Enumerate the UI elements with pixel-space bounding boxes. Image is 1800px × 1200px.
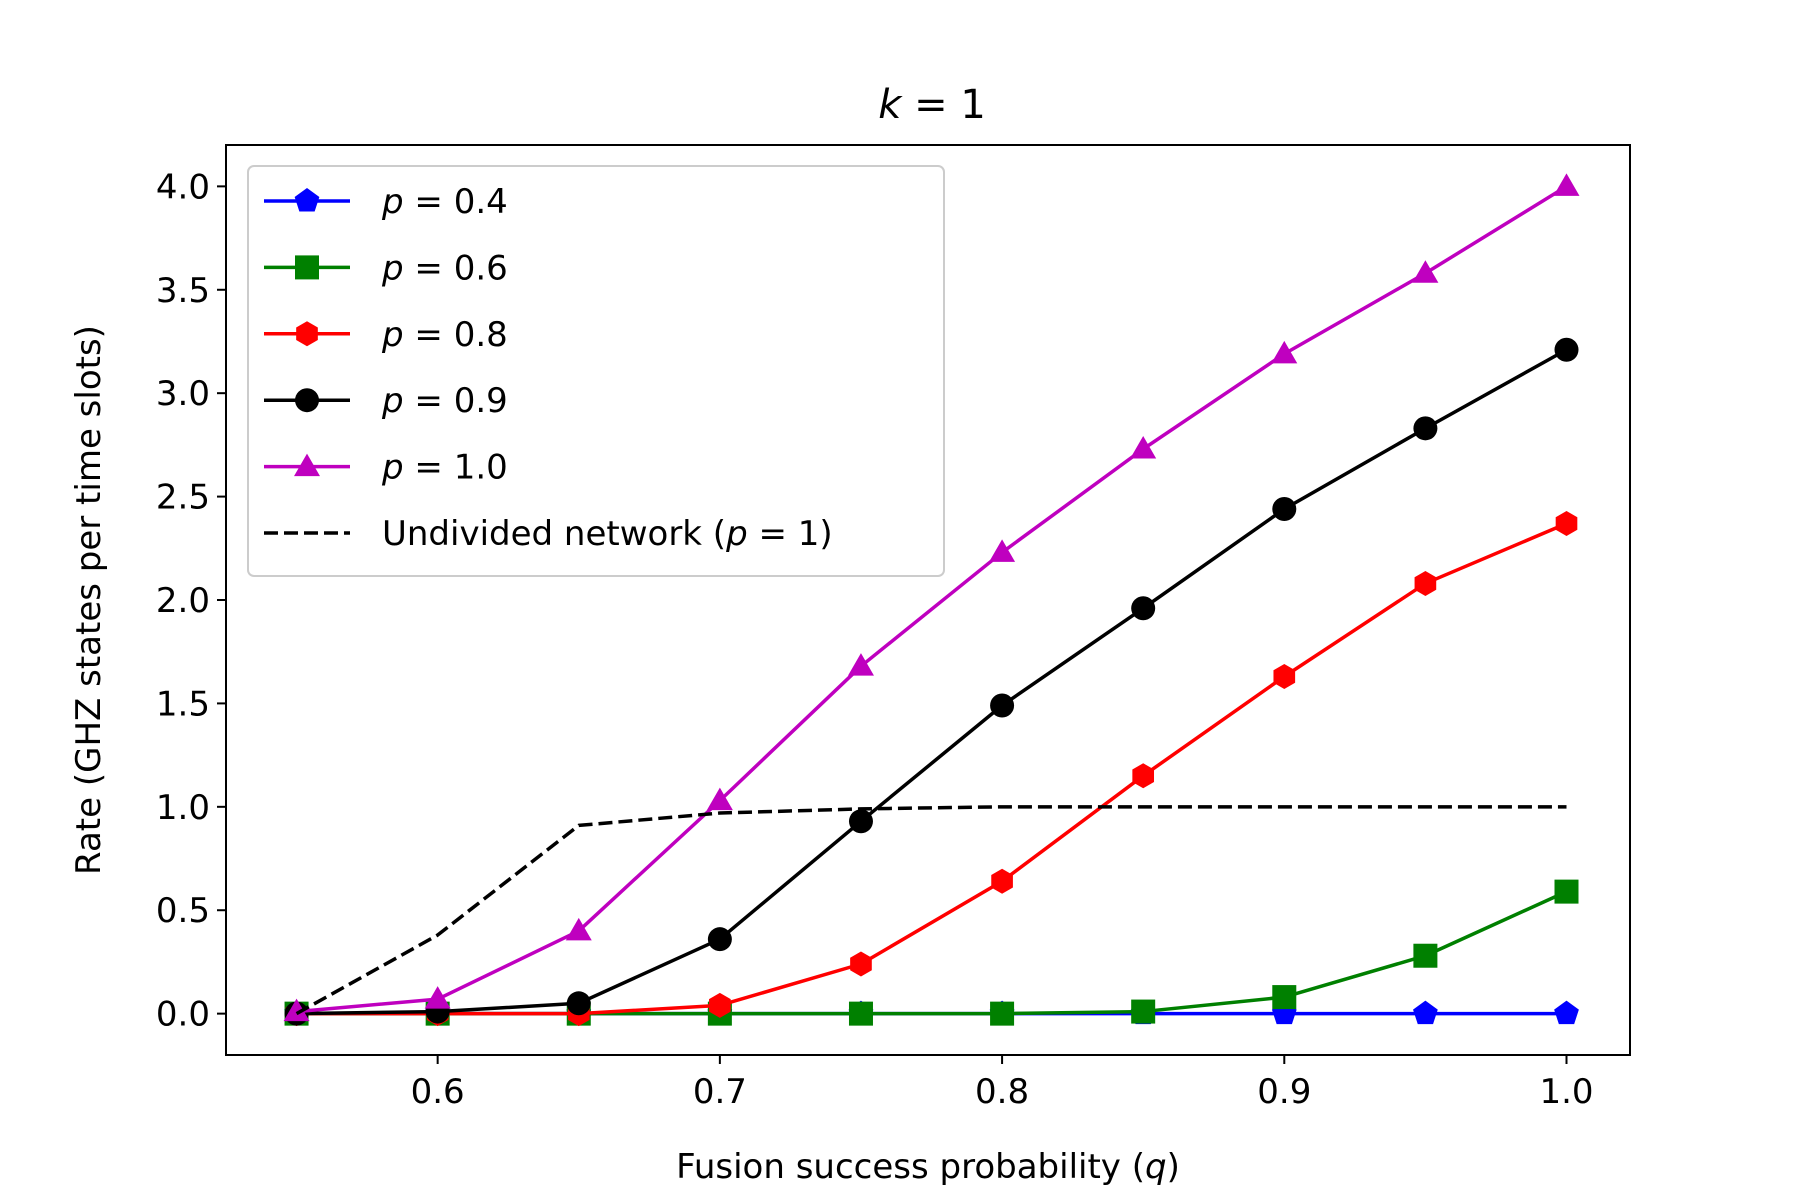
- legend-label: p = 0.8: [381, 315, 508, 355]
- data-point: [847, 653, 874, 676]
- y-tick-label: 2.5: [156, 478, 210, 518]
- data-point: [1413, 416, 1438, 441]
- data-point: [1413, 1000, 1438, 1025]
- legend-box: [247, 165, 945, 577]
- y-tick-label: 2.0: [156, 581, 210, 621]
- data-point: [1555, 510, 1578, 536]
- y-axis-title: Rate (GHZ states per time slots): [69, 325, 109, 875]
- data-point: [1131, 596, 1156, 621]
- legend-label: p = 0.9: [381, 381, 508, 421]
- data-point: [990, 1001, 1015, 1026]
- series-undivided-network-p-1: [295, 805, 1567, 1016]
- x-tick-label: 0.6: [411, 1072, 465, 1112]
- data-point: [848, 809, 873, 834]
- legend-label: Undivided network (p = 1): [382, 514, 833, 554]
- series-p-1-0: [283, 173, 1580, 1022]
- series-line: [296, 184, 1568, 1014]
- legend-entry: p = 0.9: [264, 381, 508, 421]
- data-point: [424, 986, 451, 1009]
- series-line: [296, 521, 1568, 1016]
- data-point: [1130, 436, 1157, 459]
- y-tick-label: 4.0: [156, 167, 210, 207]
- series-layer: [283, 173, 1580, 1027]
- legend-entry: Undivided network (p = 1): [264, 514, 833, 554]
- legend-marker: [295, 388, 319, 413]
- legend-entry: p = 0.6: [264, 248, 508, 288]
- data-point: [850, 951, 872, 977]
- y-tick-label: 3.5: [156, 271, 210, 311]
- legend-label: p = 0.6: [381, 248, 508, 288]
- data-point: [707, 927, 732, 952]
- legend-label: p = 0.4: [381, 182, 508, 222]
- chart-title: k = 1: [878, 82, 986, 128]
- data-point: [709, 992, 731, 1018]
- series-line: [295, 805, 1567, 1016]
- y-tick-label: 1.5: [156, 684, 210, 724]
- data-point: [1272, 497, 1297, 521]
- data-point: [1412, 260, 1439, 283]
- x-tick-label: 0.8: [975, 1072, 1029, 1112]
- legend-entry: p = 1.0: [264, 448, 508, 488]
- data-point: [1273, 664, 1296, 690]
- legend: p = 0.4 p = 0.6 p = 0.8 p = 0.9 p = 1.0 Undiv…: [247, 165, 945, 577]
- y-tick-label: 0.0: [156, 995, 210, 1035]
- y-tick-label: 0.5: [156, 891, 210, 931]
- x-tick-label: 0.7: [693, 1072, 747, 1112]
- data-point: [1414, 570, 1437, 596]
- data-point: [1272, 985, 1297, 1010]
- x-tick-label: 0.9: [1257, 1072, 1311, 1112]
- data-point: [566, 991, 591, 1016]
- legend-marker: [294, 188, 320, 212]
- data-point: [1271, 340, 1298, 364]
- legend-entry: p = 0.4: [264, 182, 508, 222]
- legend-entry: p = 0.8: [264, 315, 508, 355]
- x-axis-title: Fusion success probability (q): [676, 1147, 1180, 1187]
- legend-marker: [294, 453, 320, 477]
- x-axis: 0.6 0.7 0.8 0.9 1.0: [411, 1055, 1594, 1112]
- x-tick-label: 1.0: [1539, 1072, 1593, 1112]
- data-point: [706, 787, 733, 811]
- data-point: [990, 693, 1015, 718]
- y-tick-label: 1.0: [156, 788, 210, 828]
- data-point: [848, 1001, 873, 1026]
- plot-area: [225, 144, 1631, 1056]
- data-point: [1413, 943, 1438, 968]
- data-point: [1132, 763, 1155, 789]
- data-point: [1554, 1000, 1579, 1025]
- data-point: [1553, 173, 1580, 196]
- series-line: [296, 348, 1568, 1016]
- legend-label: p = 1.0: [381, 448, 508, 488]
- y-axis: 0.0 0.5 1.0 1.5 2.0 2.5 3.0 3.5 4.0: [156, 167, 226, 1035]
- data-point: [283, 998, 310, 1022]
- legend-entries: p = 0.4 p = 0.6 p = 0.8 p = 0.9 p = 1.0 Undiv…: [264, 182, 833, 554]
- y-tick-label: 3.0: [156, 374, 210, 414]
- data-point: [1554, 337, 1579, 362]
- data-point: [565, 917, 592, 941]
- data-point: [991, 868, 1013, 894]
- legend-marker: [296, 321, 318, 347]
- data-point: [1131, 999, 1156, 1024]
- data-point: [1554, 879, 1579, 904]
- data-point: [989, 539, 1016, 562]
- legend-marker: [295, 255, 319, 280]
